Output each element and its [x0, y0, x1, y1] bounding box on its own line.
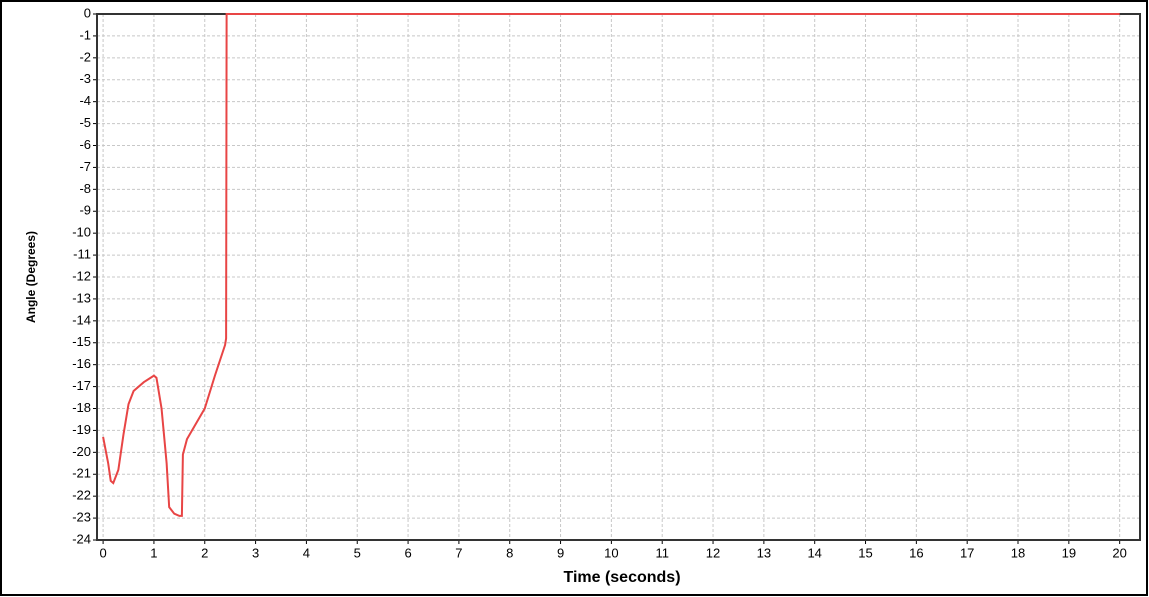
y-tick-label: -11: [73, 247, 91, 262]
x-axis-label: Time (seconds): [563, 569, 680, 586]
x-tick-label: 17: [960, 545, 974, 560]
y-tick-label: -7: [79, 159, 91, 174]
y-tick-label: -9: [79, 203, 91, 218]
y-tick-label: -1: [79, 27, 91, 42]
y-tick-label: -2: [79, 49, 91, 64]
y-tick-label: -16: [72, 356, 91, 371]
y-tick-label: -12: [72, 268, 91, 283]
x-tick-label: 14: [807, 545, 821, 560]
y-tick-label: -17: [72, 378, 91, 393]
y-tick-label: -5: [79, 115, 91, 130]
data-line: [102, 13, 1120, 517]
x-tick-label: 16: [909, 545, 923, 560]
x-tick-label: 19: [1062, 545, 1076, 560]
y-tick-label: -20: [72, 444, 91, 459]
x-tick-label: 10: [604, 545, 618, 560]
y-tick-label: -4: [79, 93, 91, 108]
x-tick-label: 9: [557, 545, 564, 560]
y-tick-label: -21: [72, 466, 91, 481]
y-tick-label: -19: [72, 422, 91, 437]
x-tick-label: 2: [201, 545, 208, 560]
y-tick-label: -18: [72, 400, 91, 415]
x-tick-label: 20: [1112, 545, 1126, 560]
x-tick-label: 18: [1011, 545, 1025, 560]
x-tick-label: 8: [506, 545, 513, 560]
y-tick-label: -3: [79, 71, 91, 86]
y-tick-label: -13: [72, 290, 91, 305]
x-tick-label: 5: [354, 545, 361, 560]
y-tick-label: -23: [72, 510, 91, 525]
y-tick-label: 0: [84, 5, 91, 20]
y-tick-label: -24: [72, 531, 91, 546]
x-tick-label: 6: [404, 545, 411, 560]
y-axis-label: Angle (Degrees): [24, 231, 38, 323]
y-tick-label: -6: [79, 137, 91, 152]
y-tick-label: -10: [72, 225, 91, 240]
y-tick-label: -8: [79, 181, 91, 196]
x-tick-label: 3: [252, 545, 259, 560]
x-tick-label: 15: [858, 545, 872, 560]
x-tick-label: 0: [99, 545, 106, 560]
x-tick-label: 13: [757, 545, 771, 560]
y-tick-label: -22: [72, 488, 91, 503]
x-tick-label: 11: [655, 545, 669, 560]
y-tick-label: -14: [72, 312, 91, 327]
x-tick-label: 1: [150, 545, 157, 560]
x-tick-label: 4: [303, 545, 310, 560]
x-tick-label: 7: [455, 545, 462, 560]
y-tick-label: -15: [72, 334, 91, 349]
x-tick-label: 12: [706, 545, 720, 560]
